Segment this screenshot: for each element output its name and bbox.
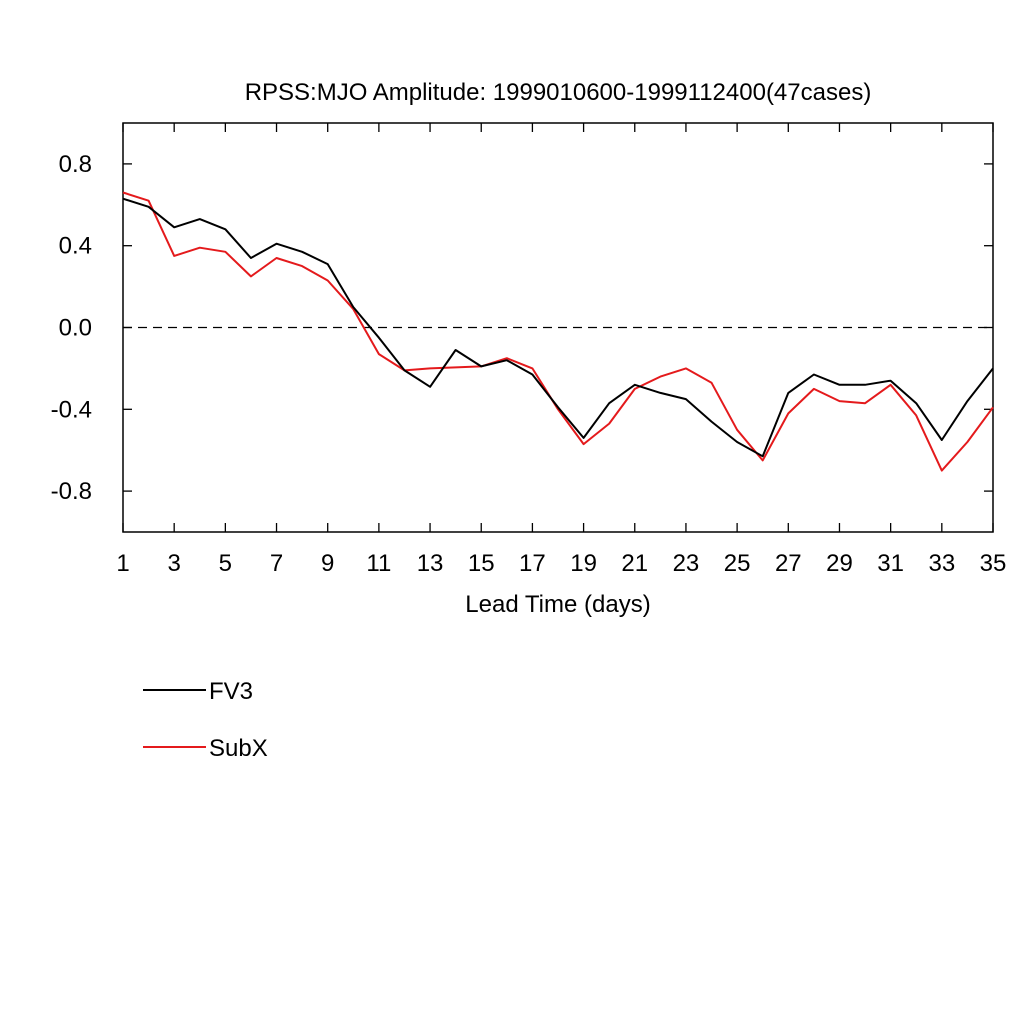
y-tick-label: -0.4: [51, 396, 92, 423]
legend-label-subx: SubX: [209, 735, 268, 762]
plot-axes: 1 3 5 7 9 11 13 15 17 19 21 23 25 27 29 31 33 350.80.40.0…: [51, 122, 1007, 577]
x-tick-label: 35: [980, 550, 1007, 577]
series-line-fv3: [122, 197, 994, 458]
x-tick-label: 1: [116, 550, 129, 577]
x-tick-label: 11: [366, 550, 391, 577]
x-tick-label: 9: [321, 550, 334, 577]
y-tick-label: 0.8: [59, 151, 92, 178]
legend-label-fv3: FV3: [209, 678, 253, 705]
x-tick-label: 31: [877, 550, 904, 577]
x-axis-label: Lead Time (days): [465, 591, 650, 618]
x-tick-label: 25: [724, 550, 751, 577]
x-tick-label: 29: [826, 550, 853, 577]
x-tick-label: 3: [167, 550, 180, 577]
plot-lines: [122, 191, 994, 472]
x-tick-label: 17: [519, 550, 546, 577]
x-tick-label: 7: [270, 550, 283, 577]
x-tick-label: 13: [417, 550, 444, 577]
y-tick-label: 0.0: [59, 315, 92, 342]
y-tick-label: 0.4: [59, 233, 92, 260]
x-tick-label: 5: [219, 550, 232, 577]
y-tick-label: -0.8: [51, 478, 92, 505]
x-tick-label: 27: [775, 550, 802, 577]
chart-title: RPSS:MJO Amplitude: 1999010600-199911240…: [245, 79, 872, 106]
x-tick-label: 23: [673, 550, 700, 577]
x-tick-label: 21: [621, 550, 648, 577]
x-tick-label: 33: [928, 550, 955, 577]
series-line-subx: [122, 191, 994, 472]
legend: FV3 SubX: [143, 678, 268, 762]
x-tick-label: 15: [468, 550, 495, 577]
x-tick-label: 19: [570, 550, 597, 577]
